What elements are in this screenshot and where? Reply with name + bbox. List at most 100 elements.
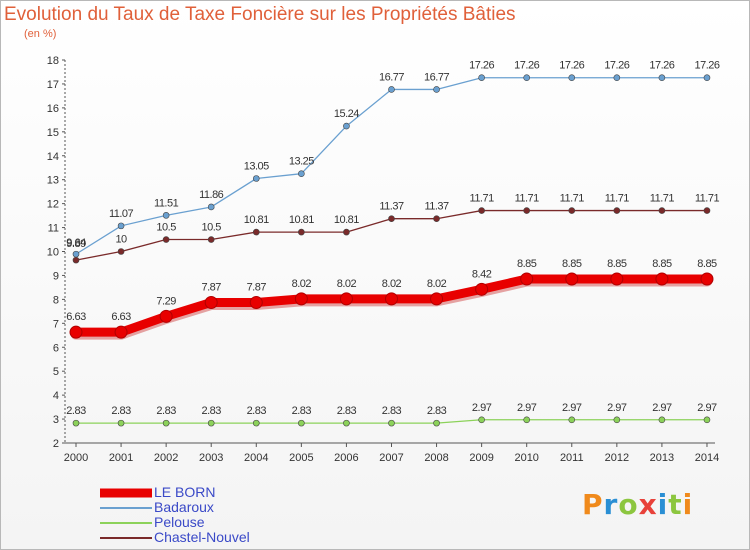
data-label: 2.83 xyxy=(427,405,447,417)
logo-letter: P xyxy=(582,488,604,521)
data-label: 11.51 xyxy=(154,197,179,209)
data-label: 2.83 xyxy=(156,405,176,417)
data-point-pelouse xyxy=(478,416,485,424)
x-tick-label: 2008 xyxy=(424,452,448,464)
data-point-chastel-nouvel xyxy=(117,248,125,255)
y-tick-label: 17 xyxy=(47,79,59,91)
data-point-chastel-nouvel xyxy=(207,236,215,243)
legend-label-pelouse: Pelouse xyxy=(154,514,205,530)
data-label: 8.85 xyxy=(607,258,627,270)
data-label: 6.63 xyxy=(111,311,131,323)
data-label: 8.85 xyxy=(562,258,582,270)
data-point-badaroux xyxy=(658,74,666,82)
data-point-badaroux xyxy=(343,122,350,130)
data-point-le-born xyxy=(610,272,624,286)
data-label: 2.97 xyxy=(517,402,537,414)
data-label: 10 xyxy=(115,234,127,246)
data-label: 7.87 xyxy=(247,281,267,293)
x-tick-label: 2010 xyxy=(514,452,538,464)
data-label: 2.97 xyxy=(562,402,582,414)
y-tick-label: 18 xyxy=(47,55,59,67)
data-point-pelouse xyxy=(658,416,666,424)
data-point-le-born xyxy=(655,272,669,286)
data-label: 13.05 xyxy=(244,160,269,172)
y-tick-label: 8 xyxy=(53,294,59,306)
data-label: 2.83 xyxy=(292,405,312,417)
data-point-badaroux xyxy=(252,175,260,182)
data-point-chastel-nouvel xyxy=(658,207,666,214)
data-label: 11.71 xyxy=(470,193,495,205)
data-point-le-born xyxy=(69,325,83,339)
data-point-pelouse xyxy=(523,416,531,424)
logo-letter: t xyxy=(668,488,683,521)
data-label: 2.83 xyxy=(247,405,267,417)
data-point-pelouse xyxy=(613,416,621,424)
y-tick-label: 15 xyxy=(47,127,59,139)
x-tick-label: 2006 xyxy=(334,452,358,464)
data-point-le-born xyxy=(475,282,489,296)
data-point-pelouse xyxy=(568,416,576,424)
proxiti-logo: Proxiti xyxy=(582,488,693,521)
data-label: 2.83 xyxy=(382,405,402,417)
y-tick-label: 3 xyxy=(53,414,59,426)
data-label: 10.5 xyxy=(201,222,221,234)
x-tick-label: 2011 xyxy=(560,452,584,464)
data-label: 10.81 xyxy=(334,214,359,226)
data-point-badaroux xyxy=(523,74,531,82)
data-point-badaroux xyxy=(433,86,440,93)
data-point-pelouse xyxy=(252,419,260,427)
data-point-badaroux xyxy=(703,74,711,82)
data-point-chastel-nouvel xyxy=(298,228,305,236)
data-label: 17.26 xyxy=(694,60,719,72)
data-point-chastel-nouvel xyxy=(703,207,711,214)
data-label: 11.71 xyxy=(605,193,630,205)
legend-label-le-born: LE BORN xyxy=(154,484,216,500)
data-point-le-born xyxy=(204,295,218,309)
data-label: 11.71 xyxy=(515,193,540,205)
x-tick-label: 2001 xyxy=(109,452,133,464)
data-label: 8.85 xyxy=(517,258,537,270)
data-label: 17.26 xyxy=(604,60,629,72)
data-point-le-born xyxy=(114,325,128,339)
y-tick-label: 4 xyxy=(53,390,59,402)
y-tick-label: 7 xyxy=(53,318,59,330)
legend-item-le-born: LE BORN xyxy=(100,485,250,500)
data-label: 17.26 xyxy=(469,60,494,72)
logo-letter: x xyxy=(638,488,658,521)
data-label: 10.81 xyxy=(244,214,269,226)
data-point-pelouse xyxy=(117,419,125,427)
data-label: 9.64 xyxy=(66,237,86,249)
data-label: 2.97 xyxy=(472,402,492,414)
data-point-pelouse xyxy=(207,419,215,427)
chart-axes: 2 3 4 5 6 7 8 9 10 11 12 13 14 15 16 17 18 2000 2001 2002 20… xyxy=(47,55,719,464)
x-tick-label: 2005 xyxy=(289,452,313,464)
data-label: 11.71 xyxy=(695,193,720,205)
data-point-chastel-nouvel xyxy=(162,236,170,243)
data-label: 15.24 xyxy=(334,108,359,120)
data-point-le-born xyxy=(249,295,263,309)
data-label: 2.97 xyxy=(607,402,627,414)
data-label: 8.02 xyxy=(427,278,447,290)
legend-item-pelouse: Pelouse xyxy=(100,515,250,530)
data-label: 8.42 xyxy=(472,268,492,280)
x-tick-label: 2012 xyxy=(605,452,629,464)
data-point-le-born xyxy=(700,272,714,286)
legend-swatch-pelouse xyxy=(100,518,152,528)
data-label: 8.85 xyxy=(697,258,717,270)
data-labels-layer: 6.63 6.63 7.29 7.87 7.87 8.02 8.02 8.02 8.02 8.42… xyxy=(66,60,720,417)
data-label: 11.07 xyxy=(109,208,134,220)
data-label: 2.83 xyxy=(201,405,221,417)
data-point-badaroux xyxy=(117,222,125,230)
data-point-chastel-nouvel xyxy=(388,215,395,223)
data-label: 2.83 xyxy=(66,405,86,417)
data-label: 2.97 xyxy=(652,402,672,414)
logo-letter: r xyxy=(603,488,619,521)
legend-swatch-badaroux xyxy=(100,503,152,513)
y-tick-label: 9 xyxy=(53,270,59,282)
y-tick-label: 11 xyxy=(48,223,59,235)
x-tick-label: 2000 xyxy=(64,452,88,464)
legend: LE BORN Badaroux Pelouse Chastel-Nouvel xyxy=(100,485,250,545)
data-point-pelouse xyxy=(388,419,395,427)
data-point-chastel-nouvel xyxy=(343,228,350,236)
data-point-badaroux xyxy=(478,74,485,82)
